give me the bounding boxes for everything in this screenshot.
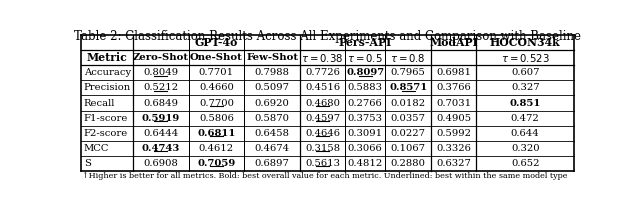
- Text: $\tau = 0.523$: $\tau = 0.523$: [501, 52, 550, 64]
- Text: Few-Shot: Few-Shot: [246, 53, 298, 62]
- Text: 0.8049: 0.8049: [143, 68, 178, 77]
- Text: 0.4812: 0.4812: [348, 159, 383, 168]
- Text: MCC: MCC: [84, 144, 109, 153]
- Text: ModAPI: ModAPI: [429, 37, 478, 48]
- Text: One-Shot: One-Shot: [190, 53, 243, 62]
- Text: 0.3753: 0.3753: [348, 114, 383, 123]
- Text: 0.652: 0.652: [511, 159, 540, 168]
- Text: $\tau = 0.5$: $\tau = 0.5$: [348, 52, 383, 64]
- Text: 0.8571: 0.8571: [389, 83, 428, 92]
- Text: Precision: Precision: [84, 83, 131, 92]
- Text: Zero-Shot: Zero-Shot: [132, 53, 189, 62]
- Text: Metric: Metric: [86, 52, 127, 63]
- Text: 0.644: 0.644: [511, 129, 540, 138]
- Text: 0.7988: 0.7988: [255, 68, 290, 77]
- Text: 0.4905: 0.4905: [436, 114, 471, 123]
- Text: Pers-API: Pers-API: [339, 37, 392, 48]
- Text: 0.6920: 0.6920: [255, 99, 290, 108]
- Text: 0.7726: 0.7726: [305, 68, 340, 77]
- Text: 0.5212: 0.5212: [143, 83, 178, 92]
- Text: 0.0182: 0.0182: [390, 99, 426, 108]
- Text: 0.7700: 0.7700: [199, 99, 234, 108]
- Text: 0.3158: 0.3158: [305, 144, 340, 153]
- Text: 0.3091: 0.3091: [348, 129, 383, 138]
- Text: 0.3066: 0.3066: [348, 144, 383, 153]
- Text: 0.4597: 0.4597: [305, 114, 340, 123]
- Text: 0.3766: 0.3766: [436, 83, 471, 92]
- Text: 0.6897: 0.6897: [255, 159, 290, 168]
- Text: 0.1067: 0.1067: [390, 144, 426, 153]
- Text: F1-score: F1-score: [84, 114, 128, 123]
- Text: 0.7965: 0.7965: [391, 68, 426, 77]
- Text: 0.4612: 0.4612: [199, 144, 234, 153]
- Text: HOCON34k: HOCON34k: [490, 37, 561, 48]
- Text: 0.4674: 0.4674: [255, 144, 290, 153]
- Text: ↑Higher is better for all metrics. Bold: best overall value for each metric. Und: ↑Higher is better for all metrics. Bold:…: [81, 172, 567, 180]
- Text: 0.5919: 0.5919: [141, 114, 180, 123]
- Text: F2-score: F2-score: [84, 129, 128, 138]
- Text: 0.6908: 0.6908: [143, 159, 178, 168]
- Text: Accuracy: Accuracy: [84, 68, 131, 77]
- Text: 0.320: 0.320: [511, 144, 540, 153]
- Text: 0.7059: 0.7059: [197, 159, 236, 168]
- Text: 0.0227: 0.0227: [390, 129, 426, 138]
- Text: 0.4680: 0.4680: [305, 99, 340, 108]
- Text: 0.6811: 0.6811: [197, 129, 236, 138]
- Text: 0.5097: 0.5097: [255, 83, 290, 92]
- Text: 0.4646: 0.4646: [305, 129, 340, 138]
- Text: Table 2: Classification Results Across All Experiments and Comparison with Basel: Table 2: Classification Results Across A…: [74, 30, 582, 43]
- Text: GPT-4o: GPT-4o: [195, 37, 238, 48]
- Text: 0.7031: 0.7031: [436, 99, 471, 108]
- Text: 0.472: 0.472: [511, 114, 540, 123]
- Text: 0.851: 0.851: [509, 99, 541, 108]
- Text: 0.6327: 0.6327: [436, 159, 471, 168]
- Text: 0.5883: 0.5883: [348, 83, 383, 92]
- Text: 0.3326: 0.3326: [436, 144, 471, 153]
- Text: $\tau = 0.38$: $\tau = 0.38$: [301, 52, 344, 64]
- Text: 0.2880: 0.2880: [390, 159, 426, 168]
- Text: 0.6849: 0.6849: [143, 99, 178, 108]
- Text: 0.6458: 0.6458: [255, 129, 290, 138]
- Text: 0.6444: 0.6444: [143, 129, 178, 138]
- Text: 0.8097: 0.8097: [346, 68, 384, 77]
- Text: Recall: Recall: [84, 99, 115, 108]
- Text: 0.0357: 0.0357: [390, 114, 426, 123]
- Text: 0.6981: 0.6981: [436, 68, 471, 77]
- Text: 0.5992: 0.5992: [436, 129, 471, 138]
- Text: 0.7701: 0.7701: [199, 68, 234, 77]
- Text: 0.607: 0.607: [511, 68, 540, 77]
- Text: 0.327: 0.327: [511, 83, 540, 92]
- Text: 0.2766: 0.2766: [348, 99, 383, 108]
- Text: 0.5870: 0.5870: [255, 114, 290, 123]
- Text: 0.4743: 0.4743: [141, 144, 180, 153]
- Text: 0.4660: 0.4660: [199, 83, 234, 92]
- Text: S: S: [84, 159, 91, 168]
- Text: 0.5806: 0.5806: [199, 114, 234, 123]
- Text: $\tau = 0.8$: $\tau = 0.8$: [390, 52, 426, 64]
- Text: 0.4516: 0.4516: [305, 83, 340, 92]
- Text: 0.5613: 0.5613: [305, 159, 340, 168]
